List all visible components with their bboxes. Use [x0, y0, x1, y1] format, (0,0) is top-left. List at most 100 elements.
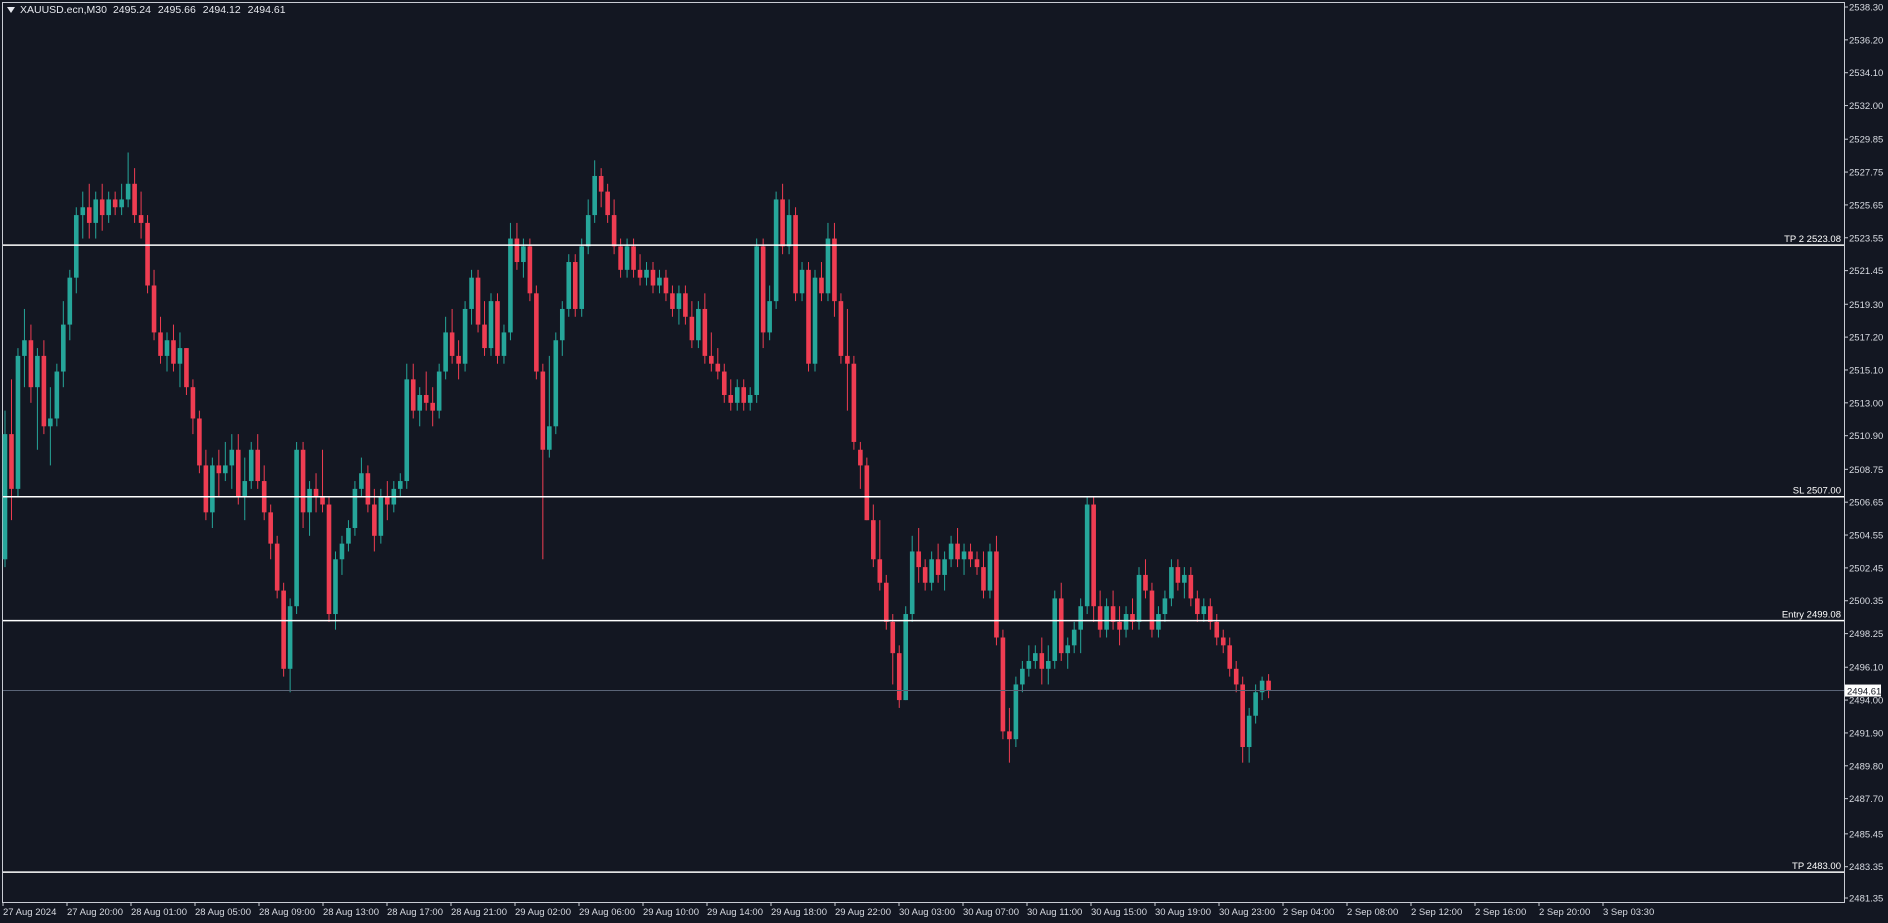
candle[interactable] — [605, 183, 610, 223]
candle[interactable] — [864, 457, 870, 521]
candle[interactable] — [61, 301, 66, 388]
candle[interactable] — [15, 348, 21, 497]
candle[interactable] — [106, 191, 111, 223]
candle[interactable] — [1058, 582, 1064, 661]
candle[interactable] — [48, 387, 53, 466]
candle[interactable] — [346, 520, 351, 552]
candle[interactable] — [404, 363, 410, 489]
candle[interactable] — [1201, 598, 1207, 622]
candle[interactable] — [86, 183, 92, 239]
candle[interactable] — [352, 481, 358, 536]
candle[interactable] — [534, 285, 539, 380]
candle[interactable] — [216, 449, 222, 497]
candle[interactable] — [942, 551, 947, 591]
candle[interactable] — [158, 316, 163, 364]
candle[interactable] — [287, 598, 293, 693]
candle[interactable] — [469, 269, 474, 325]
candle[interactable] — [702, 293, 708, 364]
candle[interactable] — [190, 379, 196, 435]
candle[interactable] — [799, 262, 805, 302]
candle[interactable] — [197, 410, 202, 474]
candle[interactable] — [339, 535, 345, 575]
candle[interactable] — [28, 324, 34, 403]
candle[interactable] — [572, 254, 578, 317]
candle[interactable] — [981, 551, 986, 599]
candle[interactable] — [741, 379, 747, 411]
candle[interactable] — [1246, 707, 1252, 763]
candle[interactable] — [1078, 598, 1083, 654]
candle[interactable] — [385, 481, 390, 521]
candle[interactable] — [819, 262, 824, 302]
candle[interactable] — [184, 348, 189, 396]
candle[interactable] — [417, 387, 423, 427]
candle[interactable] — [145, 215, 150, 294]
candle[interactable] — [553, 332, 559, 435]
candle[interactable] — [935, 543, 941, 583]
candle[interactable] — [987, 543, 993, 599]
candle[interactable] — [540, 363, 546, 560]
price-axis[interactable]: 2538.30 2536.20 2534.10 2532.00 2529.85 2527.… — [1844, 3, 1883, 905]
candle[interactable] — [1195, 590, 1200, 622]
candle[interactable] — [851, 355, 857, 450]
candle[interactable] — [281, 582, 286, 677]
candle[interactable] — [138, 191, 144, 239]
candle[interactable] — [1020, 660, 1025, 693]
candle[interactable] — [1071, 621, 1077, 654]
candle[interactable] — [430, 387, 435, 427]
candle[interactable] — [248, 441, 254, 489]
candle[interactable] — [773, 191, 779, 309]
candle[interactable] — [203, 449, 209, 521]
candle[interactable] — [423, 371, 429, 411]
candle[interactable] — [845, 308, 850, 411]
candle[interactable] — [696, 301, 701, 349]
candle[interactable] — [501, 324, 507, 364]
candle[interactable] — [119, 183, 124, 216]
candle[interactable] — [961, 543, 967, 575]
candle[interactable] — [1007, 707, 1012, 763]
candle[interactable] — [793, 207, 798, 302]
candle[interactable] — [54, 363, 60, 427]
candle[interactable] — [644, 262, 649, 286]
candle[interactable] — [806, 262, 811, 372]
candle[interactable] — [663, 269, 669, 302]
candle[interactable] — [929, 551, 934, 591]
candle[interactable] — [968, 543, 973, 568]
candle[interactable] — [767, 285, 772, 341]
candle[interactable] — [955, 527, 960, 568]
candle[interactable] — [443, 316, 448, 380]
candle[interactable] — [482, 301, 487, 356]
candle[interactable] — [948, 535, 954, 568]
candle[interactable] — [223, 441, 228, 482]
candle[interactable] — [922, 559, 928, 591]
candle[interactable] — [1227, 637, 1233, 677]
candle[interactable] — [1214, 614, 1220, 646]
candle[interactable] — [1130, 598, 1135, 630]
candle[interactable] — [210, 457, 215, 528]
candle[interactable] — [307, 481, 312, 536]
candle[interactable] — [294, 441, 299, 615]
candle[interactable] — [832, 222, 837, 317]
candle[interactable] — [721, 363, 727, 403]
candle[interactable] — [456, 340, 461, 380]
candle[interactable] — [67, 269, 73, 341]
candle[interactable] — [637, 254, 643, 286]
candle[interactable] — [235, 434, 241, 505]
candle[interactable] — [1149, 582, 1155, 638]
candle[interactable] — [320, 449, 325, 513]
candle[interactable] — [838, 293, 844, 364]
candle[interactable] — [1169, 559, 1174, 607]
candle[interactable] — [333, 551, 338, 630]
candle[interactable] — [1045, 645, 1051, 685]
candle[interactable] — [112, 191, 118, 216]
candle[interactable] — [41, 340, 47, 435]
candle[interactable] — [559, 301, 565, 356]
candle[interactable] — [715, 348, 721, 380]
candle[interactable] — [151, 269, 157, 341]
candle[interactable] — [22, 308, 27, 388]
candle[interactable] — [877, 520, 883, 591]
candle[interactable] — [410, 363, 416, 419]
candle[interactable] — [268, 504, 273, 560]
candle[interactable] — [1091, 496, 1096, 622]
candle[interactable] — [1033, 645, 1038, 669]
